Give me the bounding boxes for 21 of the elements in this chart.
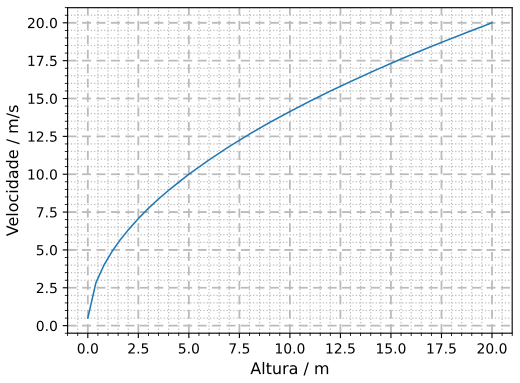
y-tick-label: 7.5 bbox=[36, 207, 57, 218]
x-tick-label: 2.5 bbox=[128, 343, 148, 354]
x-tick-label: 7.5 bbox=[229, 343, 250, 354]
y-tick-label: 12.5 bbox=[28, 131, 57, 142]
y-axis-title: Velocidade / m/s bbox=[6, 105, 20, 236]
y-tick-label: 2.5 bbox=[36, 282, 57, 294]
y-tick-label: 10.0 bbox=[28, 169, 57, 180]
y-tick-label: 17.5 bbox=[28, 56, 57, 66]
x-tick-label: 5.0 bbox=[178, 343, 199, 354]
x-axis-title: Altura / m bbox=[250, 362, 328, 376]
y-tick-label: 5.0 bbox=[36, 244, 57, 256]
x-tick-label: 17.5 bbox=[428, 343, 456, 354]
line-series bbox=[87, 22, 493, 319]
x-tick-label: 0.0 bbox=[78, 343, 98, 354]
x-tick-label: 10.0 bbox=[276, 343, 304, 354]
y-tick-label: 15.0 bbox=[28, 93, 57, 104]
x-tick-label: 15.0 bbox=[377, 343, 406, 354]
x-tick-label: 12.5 bbox=[326, 343, 355, 354]
y-tick-label: 0.0 bbox=[36, 320, 57, 332]
y-tick-label: 20.0 bbox=[28, 18, 57, 28]
x-tick-label: 20.0 bbox=[478, 343, 507, 354]
